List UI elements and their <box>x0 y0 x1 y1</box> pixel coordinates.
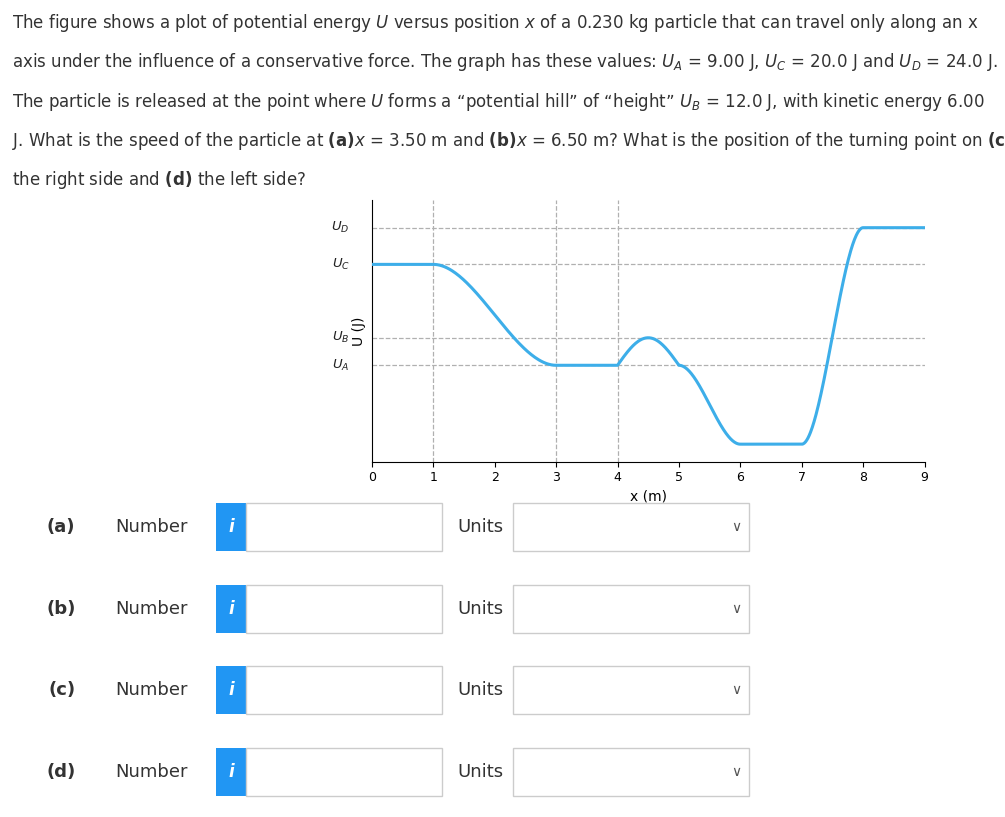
Text: The figure shows a plot of potential energy $U$ versus position $x$ of a 0.230 k: The figure shows a plot of potential ene… <box>12 12 979 34</box>
Text: (b): (b) <box>46 600 75 618</box>
FancyBboxPatch shape <box>216 667 246 714</box>
Text: J. What is the speed of the particle at $\mathbf{(a)}$$x$ = 3.50 m and $\mathbf{: J. What is the speed of the particle at … <box>12 130 1005 152</box>
Text: i: i <box>228 763 234 781</box>
FancyBboxPatch shape <box>246 503 442 551</box>
FancyBboxPatch shape <box>246 667 442 714</box>
Text: Units: Units <box>457 600 504 618</box>
Text: (a): (a) <box>47 518 75 536</box>
Text: $U_D$: $U_D$ <box>332 220 350 235</box>
Text: ∨: ∨ <box>732 601 742 616</box>
Text: i: i <box>228 681 234 699</box>
Text: Number: Number <box>116 600 188 618</box>
Text: i: i <box>228 518 234 536</box>
Text: Number: Number <box>116 763 188 781</box>
Text: Units: Units <box>457 763 504 781</box>
FancyBboxPatch shape <box>216 748 246 796</box>
Text: ∨: ∨ <box>732 765 742 779</box>
FancyBboxPatch shape <box>216 585 246 632</box>
FancyBboxPatch shape <box>246 748 442 796</box>
Text: ∨: ∨ <box>732 520 742 534</box>
Text: (c): (c) <box>48 681 75 699</box>
Text: the right side and $\mathbf{(d)}$ the left side?: the right side and $\mathbf{(d)}$ the le… <box>12 169 307 191</box>
FancyBboxPatch shape <box>513 667 749 714</box>
Text: Units: Units <box>457 518 504 536</box>
FancyBboxPatch shape <box>513 748 749 796</box>
Text: The particle is released at the point where $U$ forms a “potential hill” of “hei: The particle is released at the point wh… <box>12 91 985 113</box>
Text: Number: Number <box>116 681 188 699</box>
Text: i: i <box>228 600 234 618</box>
Text: $U_B$: $U_B$ <box>333 330 350 346</box>
FancyBboxPatch shape <box>513 503 749 551</box>
Text: $U_C$: $U_C$ <box>332 257 350 272</box>
Y-axis label: U (J): U (J) <box>353 316 366 346</box>
FancyBboxPatch shape <box>246 585 442 632</box>
Text: ∨: ∨ <box>732 683 742 698</box>
Text: axis under the influence of a conservative force. The graph has these values: $U: axis under the influence of a conservati… <box>12 51 998 74</box>
X-axis label: x (m): x (m) <box>630 490 666 504</box>
FancyBboxPatch shape <box>513 585 749 632</box>
Text: $U_A$: $U_A$ <box>333 358 350 373</box>
Text: Units: Units <box>457 681 504 699</box>
Text: (d): (d) <box>46 763 75 781</box>
FancyBboxPatch shape <box>216 503 246 551</box>
Text: Number: Number <box>116 518 188 536</box>
